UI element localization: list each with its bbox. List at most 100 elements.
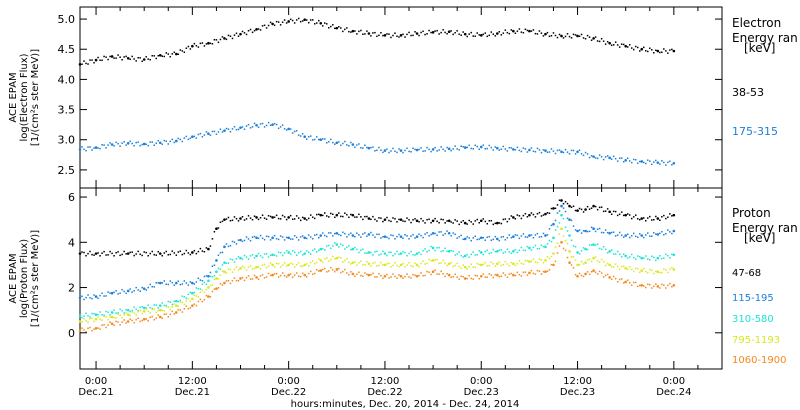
data-point-interp	[299, 236, 302, 238]
data-point-interp	[305, 237, 308, 240]
data-point-interp	[410, 34, 412, 37]
data-point-interp	[211, 290, 214, 293]
data-point-interp	[564, 240, 567, 242]
data-point	[303, 236, 307, 240]
data-point-interp	[598, 40, 601, 43]
data-point-interp	[93, 147, 95, 149]
data-point-interp	[350, 248, 352, 251]
data-point-interp	[618, 268, 621, 270]
data-point-interp	[452, 148, 454, 150]
data-point	[175, 52, 178, 56]
data-point-interp	[628, 282, 631, 284]
data-point-interp	[492, 238, 495, 241]
data-point-interp	[317, 236, 320, 239]
data-point-interp	[344, 28, 346, 31]
data-point-interp	[418, 148, 420, 151]
data-point-interp	[332, 213, 334, 216]
data-point-interp	[362, 33, 364, 35]
data-point-interp	[291, 276, 294, 278]
data-point-interp	[189, 300, 192, 302]
data-point-interp	[167, 283, 170, 286]
data-point-interp	[474, 35, 476, 37]
data-point-interp	[396, 35, 398, 38]
data-point-interp	[197, 46, 200, 48]
data-point	[431, 270, 435, 274]
data-point-interp	[209, 275, 212, 278]
y-axis-label: [1/(cm²s ster MeV)]	[30, 230, 41, 327]
data-point-interp	[542, 270, 545, 273]
data-point-interp	[171, 305, 174, 308]
data-point-interp	[514, 274, 517, 277]
data-point-interp	[671, 267, 673, 269]
data-point-interp	[221, 220, 224, 223]
data-point-interp	[193, 303, 196, 305]
data-point-interp	[227, 34, 230, 37]
data-point-interp	[600, 248, 603, 251]
data-point-interp	[105, 147, 107, 149]
data-point-interp	[277, 21, 280, 23]
data-point-interp	[283, 252, 286, 254]
data-point-interp	[360, 147, 362, 149]
data-point	[215, 270, 218, 274]
data-point-interp	[667, 52, 669, 54]
data-point-interp	[422, 236, 424, 239]
data-point-interp	[452, 222, 454, 224]
data-point-interp	[456, 237, 458, 239]
data-point-interp	[614, 277, 617, 280]
data-point-interp	[438, 221, 440, 224]
x-tick-label-date: Dec.24	[656, 387, 691, 398]
data-point-interp	[155, 281, 157, 284]
data-point-interp	[330, 266, 332, 269]
data-point-interp	[243, 32, 246, 34]
data-point-interp	[536, 213, 539, 215]
data-point-interp	[360, 29, 362, 32]
data-point-interp	[388, 219, 390, 222]
data-point-interp	[133, 312, 135, 315]
data-point-interp	[243, 254, 246, 257]
data-point-interp	[299, 275, 302, 278]
data-point-interp	[115, 320, 117, 323]
data-point-interp	[291, 218, 294, 220]
data-point-interp	[630, 161, 633, 164]
data-point-interp	[546, 151, 549, 154]
data-point-interp	[372, 262, 374, 265]
data-point-interp	[498, 261, 501, 263]
data-point-interp	[402, 277, 404, 279]
data-point-interp	[396, 221, 398, 223]
data-point-interp	[147, 320, 149, 322]
data-point-interp	[655, 270, 657, 273]
data-point-interp	[632, 232, 635, 235]
data-point-interp	[580, 232, 583, 234]
data-point-interp	[586, 259, 589, 261]
data-point-interp	[500, 236, 503, 238]
data-point-interp	[643, 267, 645, 270]
data-point-interp	[83, 148, 85, 151]
data-point-interp	[406, 33, 408, 36]
data-point-interp	[454, 32, 456, 34]
data-point-interp	[620, 265, 623, 268]
data-point-interp	[235, 217, 238, 220]
data-point-interp	[472, 148, 474, 150]
data-point-interp	[107, 311, 109, 313]
data-point-interp	[556, 212, 559, 214]
data-point-interp	[105, 254, 107, 256]
data-point-interp	[612, 275, 615, 278]
data-point	[431, 259, 435, 262]
data-point-interp	[289, 18, 292, 21]
data-point-interp	[261, 25, 264, 27]
data-point	[544, 245, 547, 249]
data-point-interp	[163, 304, 166, 307]
data-point-interp	[466, 35, 468, 38]
data-point-interp	[317, 19, 320, 22]
data-point-interp	[562, 247, 565, 250]
data-point-interp	[434, 217, 436, 220]
data-point-interp	[151, 308, 153, 311]
data-point-interp	[219, 268, 222, 271]
data-point	[239, 277, 242, 280]
data-point	[608, 231, 611, 235]
data-point-interp	[187, 307, 190, 310]
data-point-interp	[187, 297, 190, 300]
data-point-interp	[366, 215, 368, 218]
data-point-interp	[199, 132, 202, 135]
